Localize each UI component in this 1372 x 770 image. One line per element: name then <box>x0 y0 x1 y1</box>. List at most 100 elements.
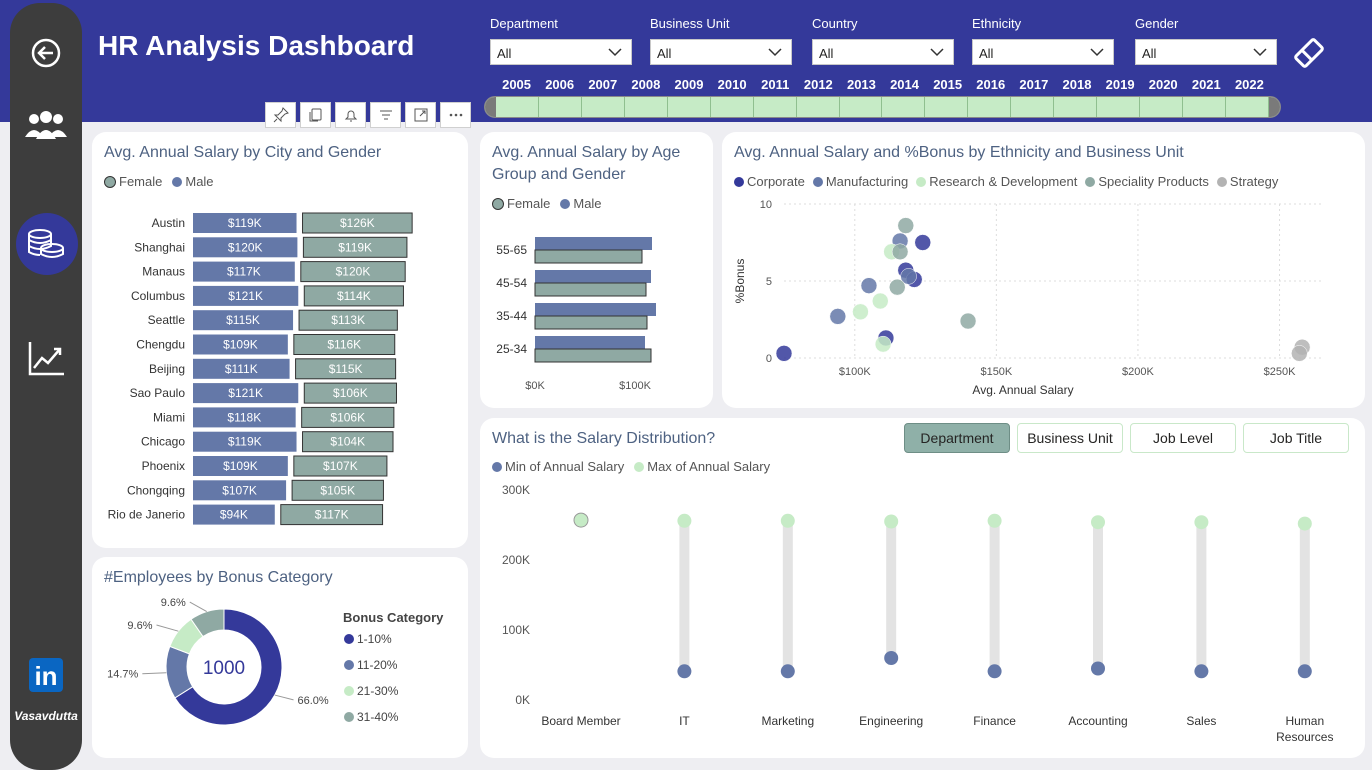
people-nav-button[interactable] <box>10 109 82 143</box>
age-group-label: 25-34 <box>496 342 527 356</box>
male-bar-label: $121K <box>228 386 263 400</box>
slider-year-cell[interactable] <box>840 97 883 117</box>
filter-business-unit[interactable]: Business Unit All <box>650 16 792 65</box>
category-label: Sales <box>1186 714 1216 728</box>
bonus-scatter-card: Avg. Annual Salary and %Bonus by Ethnici… <box>722 132 1365 408</box>
year-label[interactable]: 2017 <box>1019 77 1049 92</box>
alert-button[interactable] <box>335 102 366 128</box>
category-label: Human <box>1285 714 1324 728</box>
slider-year-cell[interactable] <box>1183 97 1226 117</box>
slider-year-cell[interactable] <box>1097 97 1141 117</box>
toggle-business-unit-button[interactable]: Business Unit <box>1017 423 1123 453</box>
filter-gender[interactable]: Gender All <box>1135 16 1277 65</box>
legend-swatch <box>344 686 354 696</box>
salary-nav-button[interactable] <box>10 226 82 264</box>
filter-dropdown[interactable]: All <box>972 39 1114 65</box>
copy-button[interactable] <box>300 102 331 128</box>
year-label[interactable]: 2011 <box>761 77 790 92</box>
expand-icon <box>414 108 427 122</box>
min-salary-point <box>987 664 1002 679</box>
year-label[interactable]: 2022 <box>1234 77 1264 92</box>
filter-dropdown[interactable]: All <box>490 39 632 65</box>
eraser-icon[interactable] <box>1292 36 1326 70</box>
slider-year-cell[interactable] <box>539 97 582 117</box>
slider-year-cell[interactable] <box>582 97 625 117</box>
slider-year-cell[interactable] <box>711 97 754 117</box>
y-tick-label: 10 <box>760 199 772 211</box>
slider-year-cell[interactable] <box>882 97 926 117</box>
legend-label: Male <box>573 196 602 211</box>
female-bar <box>293 334 396 355</box>
linkedin-button[interactable]: in <box>10 658 82 692</box>
slider-year-cell[interactable] <box>754 97 797 117</box>
year-label[interactable]: 2005 <box>502 77 532 92</box>
city-salary-card: Avg. Annual Salary by City and Gender Fe… <box>92 132 468 548</box>
max-salary-point <box>987 513 1002 528</box>
slider-year-cell[interactable] <box>496 97 539 117</box>
male-bar <box>193 213 297 233</box>
age-group-label: 55-65 <box>496 243 527 257</box>
trend-nav-button[interactable] <box>10 338 82 378</box>
year-slider[interactable] <box>484 96 1281 118</box>
male-bar-label: $107K <box>222 483 257 497</box>
toggle-job-title-button[interactable]: Job Title <box>1243 423 1349 453</box>
slider-year-cell[interactable] <box>625 97 668 117</box>
filter-value: All <box>979 46 994 61</box>
focus-mode-button[interactable] <box>405 102 436 128</box>
filter-department[interactable]: Department All <box>490 16 632 65</box>
filter-country[interactable]: Country All <box>812 16 954 65</box>
year-label[interactable]: 2014 <box>890 77 919 92</box>
female-bar <box>534 249 643 264</box>
year-label[interactable]: 2020 <box>1148 77 1178 92</box>
filter-value: All <box>657 46 672 61</box>
donut-slice <box>174 608 283 726</box>
chevron-down-icon <box>768 48 782 57</box>
max-salary-point <box>677 513 692 528</box>
scatter-point <box>775 345 793 362</box>
year-label[interactable]: 2015 <box>933 77 963 92</box>
slider-year-cell[interactable] <box>1011 97 1055 117</box>
slider-year-cell[interactable] <box>797 97 840 117</box>
year-label[interactable]: 2012 <box>803 77 833 92</box>
year-label[interactable]: 2021 <box>1191 77 1221 92</box>
legend-label: 11-20% <box>357 658 398 672</box>
filter-icon <box>379 110 392 120</box>
year-label[interactable]: 2016 <box>976 77 1006 92</box>
male-bar <box>193 407 296 428</box>
card-title-line: Avg. Annual Salary by Age <box>492 144 681 161</box>
year-label[interactable]: 2006 <box>545 77 575 92</box>
slider-year-cell[interactable] <box>1226 97 1269 117</box>
slice-label: 66.0% <box>298 695 329 707</box>
slider-year-cell[interactable] <box>968 97 1012 117</box>
sidebar: in Vasavdutta <box>10 3 82 770</box>
slider-end-handle[interactable] <box>1268 97 1280 117</box>
slider-year-cell[interactable] <box>668 97 711 117</box>
leader-line <box>142 672 167 675</box>
max-salary-point <box>573 512 589 528</box>
year-label[interactable]: 2013 <box>846 77 876 92</box>
filter-dropdown[interactable]: All <box>1135 39 1277 65</box>
filter-label: Country <box>812 16 858 31</box>
toggle-department-button[interactable]: Department <box>904 423 1010 453</box>
slider-year-cell[interactable] <box>1054 97 1098 117</box>
year-label[interactable]: 2008 <box>631 77 661 92</box>
female-bar <box>280 504 384 526</box>
year-label[interactable]: 2018 <box>1062 77 1092 92</box>
slider-year-cell[interactable] <box>1140 97 1183 117</box>
slider-year-cell[interactable] <box>925 97 969 117</box>
year-label[interactable]: 2019 <box>1105 77 1135 92</box>
year-label[interactable]: 2007 <box>588 77 618 92</box>
year-label[interactable]: 2010 <box>717 77 747 92</box>
card-title: Avg. Annual Salary and %Bonus by Ethnici… <box>734 144 1184 161</box>
coins-icon <box>28 229 64 258</box>
slider-start-handle[interactable] <box>485 97 496 117</box>
year-label[interactable]: 2009 <box>674 77 704 92</box>
filter-ethnicity[interactable]: Ethnicity All <box>972 16 1114 65</box>
more-options-button[interactable] <box>440 102 471 128</box>
pin-button[interactable] <box>265 102 296 128</box>
filter-dropdown[interactable]: All <box>650 39 792 65</box>
filter-button[interactable] <box>370 102 401 128</box>
filter-dropdown[interactable]: All <box>812 39 954 65</box>
toggle-job-level-button[interactable]: Job Level <box>1130 423 1236 453</box>
back-button[interactable] <box>10 37 82 69</box>
